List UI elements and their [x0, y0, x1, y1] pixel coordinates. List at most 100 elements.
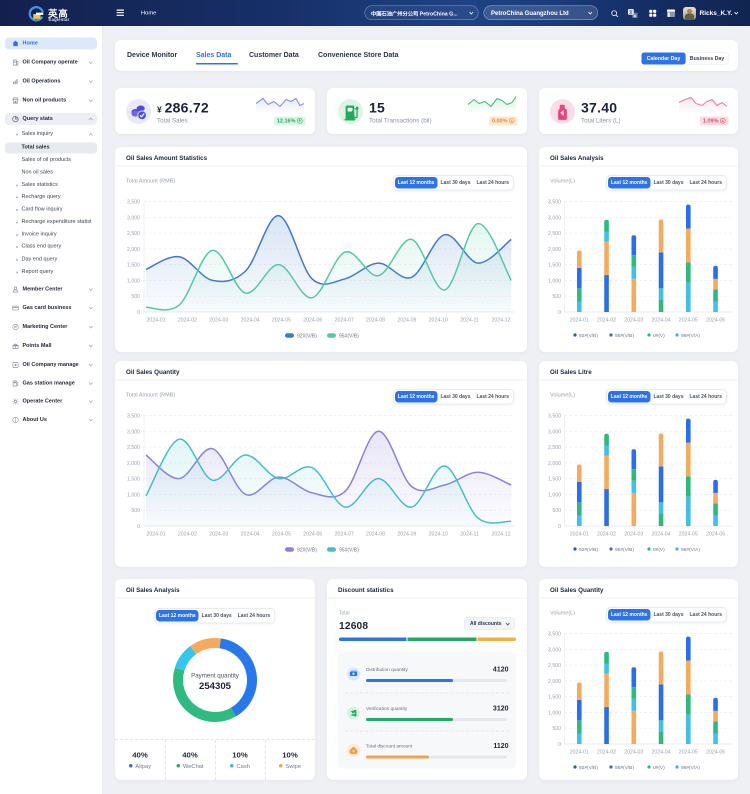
- svg-text:2024-11: 2024-11: [460, 318, 479, 324]
- svg-text:2024-03: 2024-03: [209, 532, 228, 538]
- svg-text:2024-03: 2024-03: [209, 318, 228, 324]
- svg-text:2024-08: 2024-08: [366, 318, 385, 324]
- svg-text:500: 500: [131, 508, 140, 514]
- svg-text:1,000: 1,000: [548, 492, 561, 498]
- svg-text:2024-06: 2024-06: [303, 318, 322, 324]
- svg-text:2024-05: 2024-05: [679, 318, 698, 324]
- svg-text:2024-06: 2024-06: [303, 532, 322, 538]
- svg-text:98#(V/A): 98#(V/A): [681, 333, 700, 339]
- svg-text:2024-09: 2024-09: [397, 318, 416, 324]
- svg-text:500: 500: [552, 294, 561, 300]
- svg-text:0#(V): 0#(V): [653, 547, 665, 553]
- svg-text:1,500: 1,500: [548, 263, 561, 269]
- svg-text:92#(V/B): 92#(V/B): [579, 765, 598, 771]
- svg-text:2024-07: 2024-07: [335, 532, 354, 538]
- svg-text:1,000: 1,000: [548, 278, 561, 284]
- svg-text:95#(V/B): 95#(V/B): [615, 333, 634, 339]
- svg-text:500: 500: [552, 508, 561, 514]
- svg-text:500: 500: [131, 294, 140, 300]
- svg-text:2024-03: 2024-03: [624, 750, 643, 756]
- svg-text:2024-10: 2024-10: [429, 318, 448, 324]
- svg-text:2,500: 2,500: [548, 445, 561, 451]
- svg-text:3,500: 3,500: [548, 200, 561, 206]
- svg-text:2024-05: 2024-05: [272, 318, 291, 324]
- svg-text:3,500: 3,500: [548, 632, 561, 638]
- svg-text:92#(V/B): 92#(V/B): [297, 334, 317, 340]
- svg-text:文: 文: [629, 9, 634, 14]
- svg-text:3,000: 3,000: [548, 429, 561, 435]
- svg-text:0: 0: [558, 310, 561, 316]
- svg-text:2024-04: 2024-04: [651, 318, 670, 324]
- svg-text:2024-12: 2024-12: [491, 532, 510, 538]
- svg-text:2024-01: 2024-01: [146, 318, 165, 324]
- svg-text:2024-02: 2024-02: [597, 532, 616, 538]
- svg-text:2024-06: 2024-06: [706, 532, 725, 538]
- svg-text:2024-05: 2024-05: [679, 750, 698, 756]
- svg-text:2,000: 2,000: [548, 679, 561, 685]
- svg-text:2024-06: 2024-06: [706, 750, 725, 756]
- svg-text:2024-09: 2024-09: [397, 532, 416, 538]
- svg-text:2024-04: 2024-04: [651, 750, 670, 756]
- svg-text:0: 0: [558, 742, 561, 748]
- svg-text:1,500: 1,500: [548, 477, 561, 483]
- svg-text:a: a: [634, 14, 637, 18]
- svg-text:95#(V/B): 95#(V/B): [339, 334, 359, 340]
- svg-text:98#(V/A): 98#(V/A): [681, 547, 700, 553]
- svg-text:95#(V/B): 95#(V/B): [615, 547, 634, 553]
- svg-text:¥: ¥: [352, 749, 355, 754]
- svg-text:2024-08: 2024-08: [366, 532, 385, 538]
- svg-text:2024-04: 2024-04: [241, 532, 260, 538]
- svg-text:2024-01: 2024-01: [570, 318, 589, 324]
- svg-text:2,500: 2,500: [127, 231, 140, 237]
- svg-text:1,000: 1,000: [548, 710, 561, 716]
- svg-text:3,000: 3,000: [548, 215, 561, 221]
- svg-text:2,000: 2,000: [127, 247, 140, 253]
- svg-text:1,000: 1,000: [127, 278, 140, 284]
- svg-text:0: 0: [137, 310, 140, 316]
- svg-text:Payment quantity: Payment quantity: [191, 672, 240, 679]
- svg-text:92#(V/B): 92#(V/B): [579, 547, 598, 553]
- svg-text:92#(V/B): 92#(V/B): [579, 333, 598, 339]
- svg-text:2024-04: 2024-04: [241, 318, 260, 324]
- svg-text:1,500: 1,500: [548, 695, 561, 701]
- svg-text:0: 0: [558, 524, 561, 530]
- svg-text:2024-04: 2024-04: [651, 532, 670, 538]
- svg-text:95#(V/B): 95#(V/B): [615, 765, 634, 771]
- svg-text:2024-03: 2024-03: [624, 532, 643, 538]
- svg-text:2,500: 2,500: [548, 231, 561, 237]
- svg-text:3,500: 3,500: [127, 414, 140, 420]
- svg-text:2024-01: 2024-01: [570, 532, 589, 538]
- svg-text:0: 0: [137, 524, 140, 530]
- svg-text:2024-02: 2024-02: [597, 318, 616, 324]
- svg-text:2,500: 2,500: [548, 663, 561, 669]
- svg-text:2024-01: 2024-01: [570, 750, 589, 756]
- svg-text:3,000: 3,000: [548, 647, 561, 653]
- svg-text:2,000: 2,000: [548, 461, 561, 467]
- svg-text:98#(V/A): 98#(V/A): [681, 765, 700, 771]
- svg-text:2024-12: 2024-12: [491, 318, 510, 324]
- svg-text:3,000: 3,000: [127, 429, 140, 435]
- svg-text:2024-10: 2024-10: [429, 532, 448, 538]
- svg-text:2024-02: 2024-02: [597, 750, 616, 756]
- svg-text:0#(V): 0#(V): [653, 333, 665, 339]
- svg-text:95#(V/B): 95#(V/B): [339, 548, 359, 554]
- svg-text:254305: 254305: [199, 681, 232, 692]
- svg-text:3,000: 3,000: [127, 215, 140, 221]
- svg-text:2024-03: 2024-03: [624, 318, 643, 324]
- svg-text:2024-06: 2024-06: [706, 318, 725, 324]
- svg-text:2024-05: 2024-05: [679, 532, 698, 538]
- svg-text:2024-07: 2024-07: [335, 318, 354, 324]
- svg-text:92#(V/B): 92#(V/B): [297, 548, 317, 554]
- svg-text:2,000: 2,000: [127, 461, 140, 467]
- svg-text:2024-02: 2024-02: [178, 532, 197, 538]
- svg-text:3,500: 3,500: [548, 414, 561, 420]
- svg-text:3,500: 3,500: [127, 200, 140, 206]
- svg-text:2,500: 2,500: [127, 445, 140, 451]
- svg-text:1,500: 1,500: [127, 263, 140, 269]
- svg-text:2024-11: 2024-11: [460, 532, 479, 538]
- svg-text:2024-05: 2024-05: [272, 532, 291, 538]
- svg-text:0#(V): 0#(V): [653, 765, 665, 771]
- svg-text:2024-02: 2024-02: [178, 318, 197, 324]
- svg-text:500: 500: [552, 726, 561, 732]
- svg-text:1,000: 1,000: [127, 492, 140, 498]
